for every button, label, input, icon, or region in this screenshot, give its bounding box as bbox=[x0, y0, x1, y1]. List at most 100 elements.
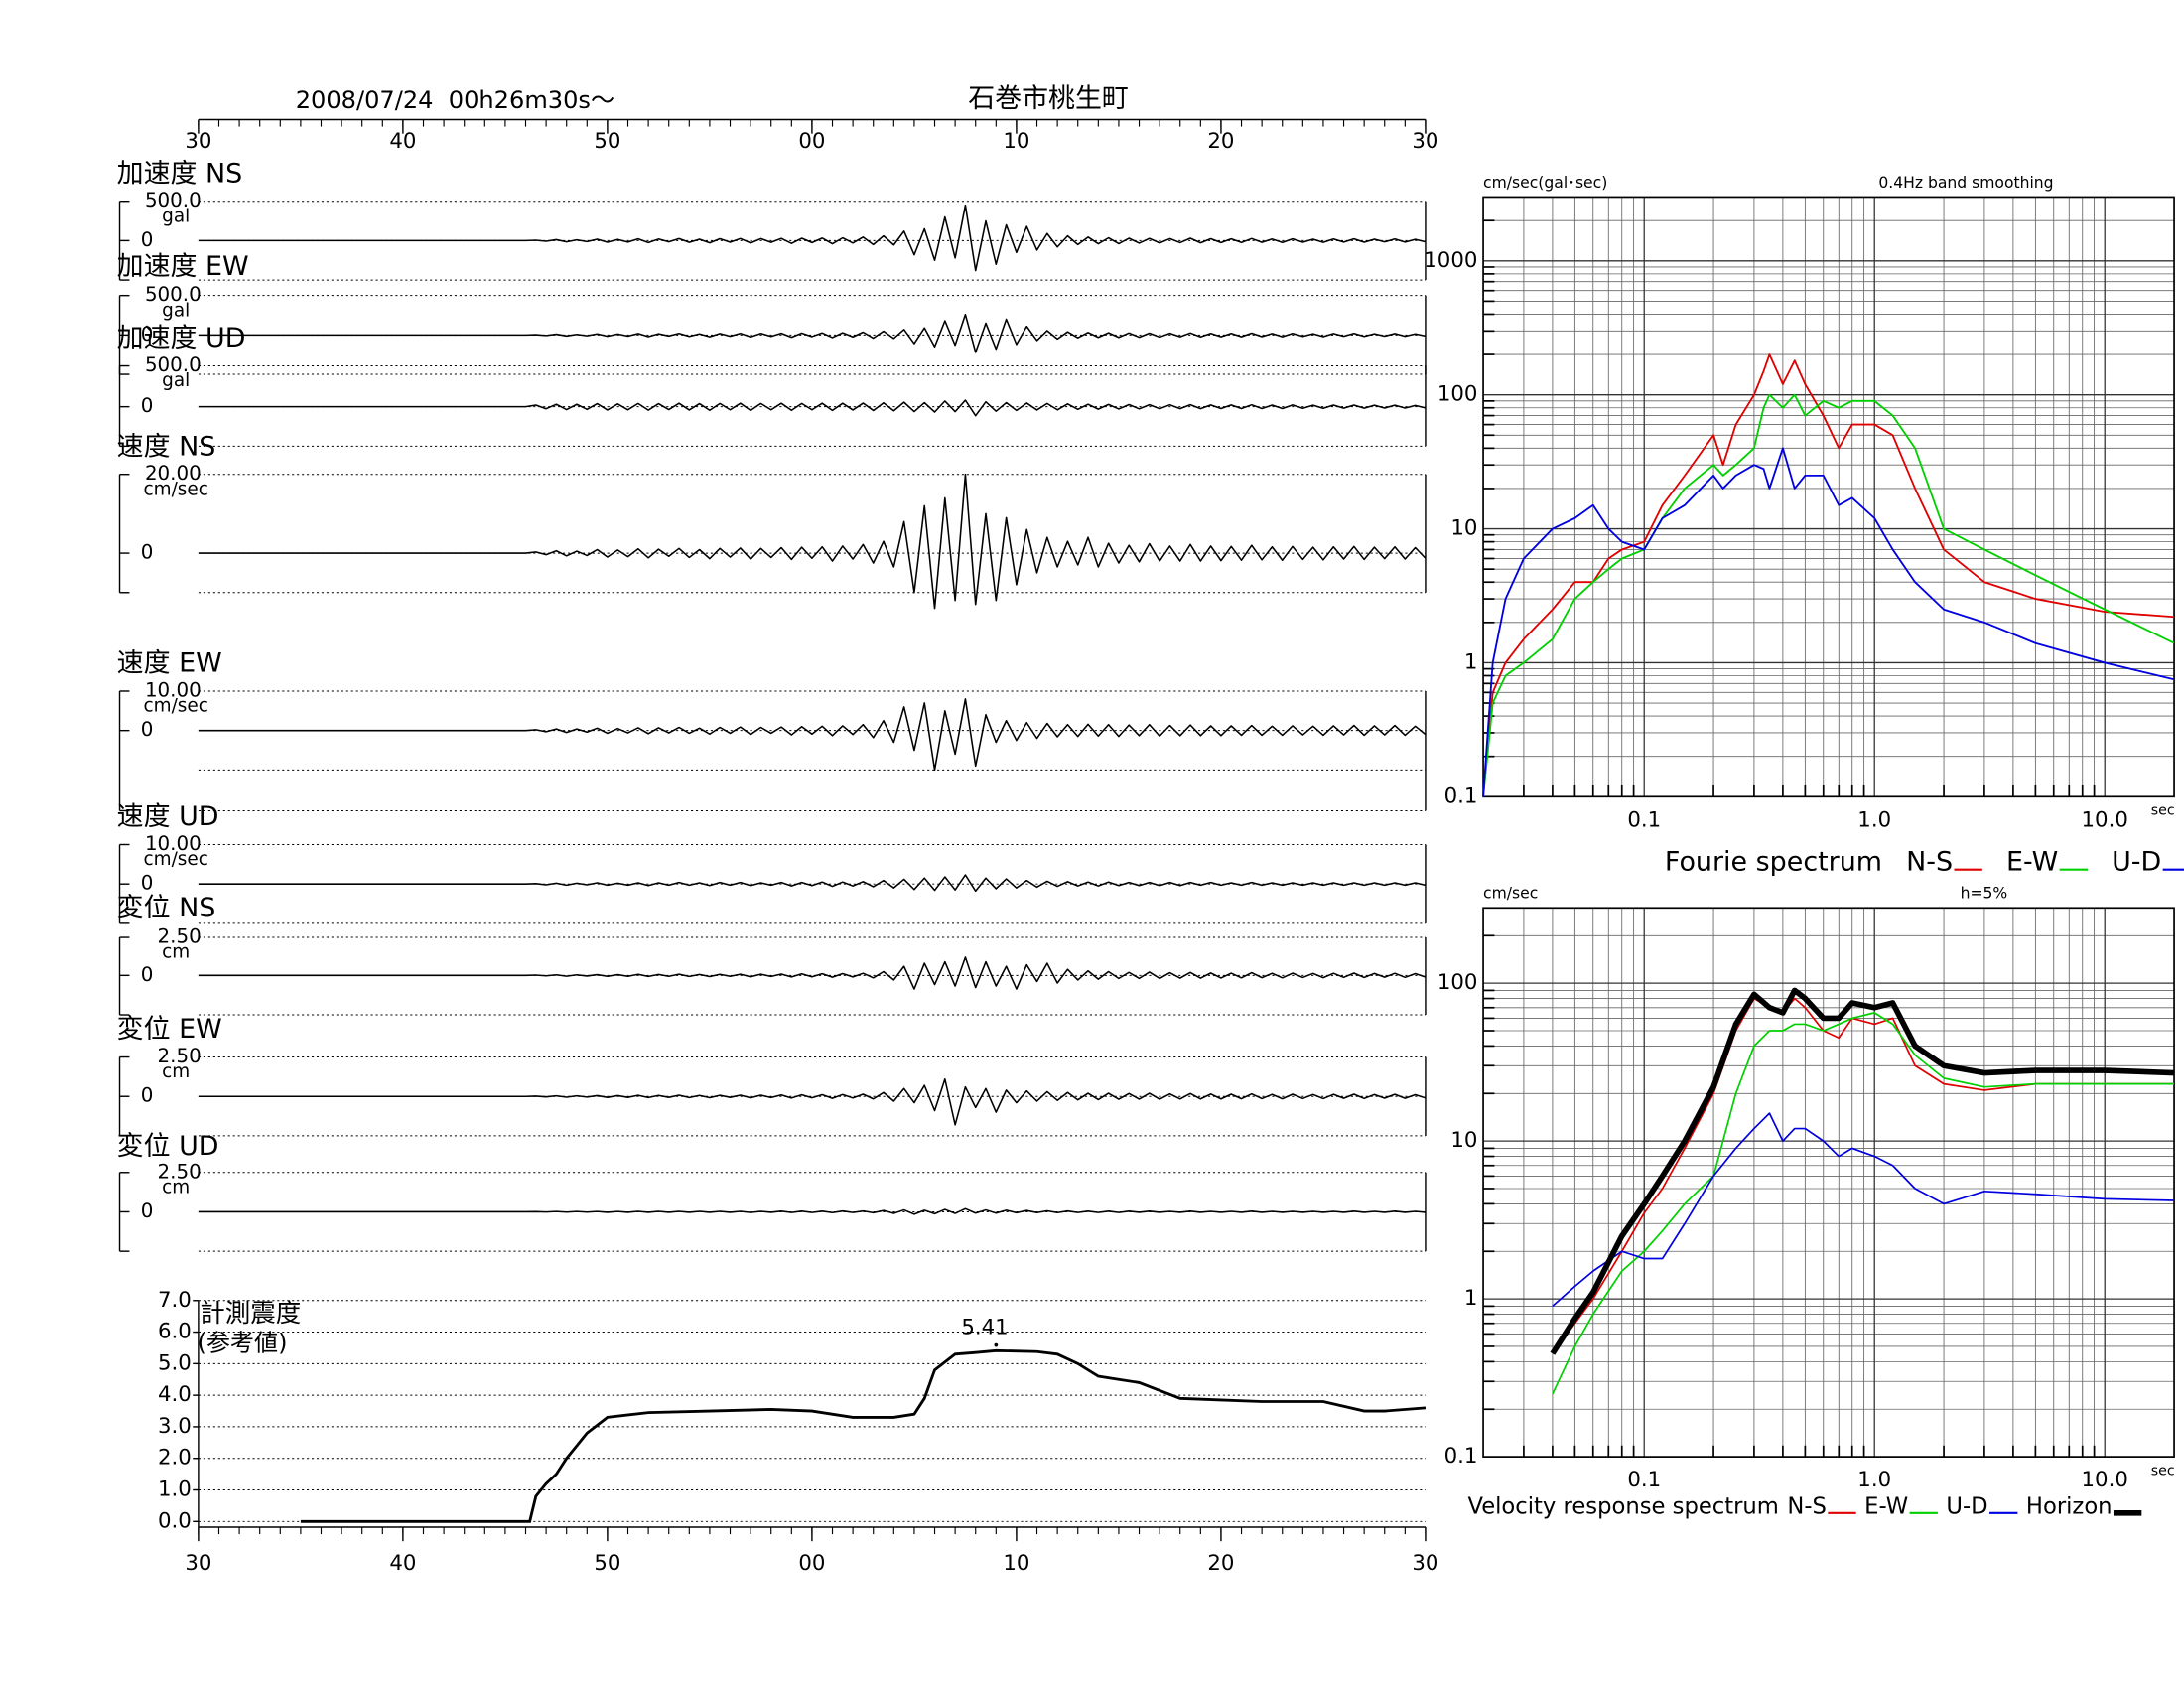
trace-unit: cm bbox=[162, 942, 190, 963]
trace-name: 変位 UD bbox=[117, 1131, 219, 1162]
waveform bbox=[198, 698, 1427, 772]
x-tick-label: 30 bbox=[1412, 129, 1438, 154]
legend-label: U-D bbox=[1946, 1494, 1987, 1520]
waveform bbox=[198, 956, 1427, 990]
spectrum-line bbox=[1550, 987, 2175, 1355]
spectrum-line bbox=[1552, 997, 2175, 1354]
y-tick-label: 20.00 bbox=[145, 462, 202, 485]
trace-unit: gal bbox=[162, 300, 190, 321]
intensity-line bbox=[300, 1348, 1427, 1523]
legend-label: U-D bbox=[2112, 846, 2161, 877]
chart-subtitle: h=5% bbox=[1961, 885, 2008, 903]
x-tick-label: 00 bbox=[798, 129, 825, 154]
y-tick-label: 100 bbox=[1437, 970, 1478, 995]
x-tick-label: 30 bbox=[185, 1551, 211, 1576]
x-tick-label: 40 bbox=[389, 1551, 416, 1576]
legend-title: Fourie spectrum bbox=[1665, 846, 1882, 877]
peak-marker bbox=[994, 1342, 999, 1347]
y-tick-label: 500.0 bbox=[145, 283, 202, 306]
spectrum-line bbox=[1552, 1012, 2175, 1395]
x-axis-unit: sec bbox=[2151, 1463, 2175, 1478]
y-tick-label: 4.0 bbox=[158, 1382, 192, 1407]
waveform bbox=[198, 313, 1427, 353]
x-tick-label: 20 bbox=[1207, 129, 1234, 154]
y-tick-label: 1.0 bbox=[158, 1477, 192, 1502]
trace-name: 変位 NS bbox=[117, 893, 216, 923]
spectrum-line bbox=[1552, 1112, 2175, 1308]
x-tick-label: 00 bbox=[798, 1551, 825, 1576]
y-tick-label: 7.0 bbox=[158, 1288, 192, 1313]
spectrum-line bbox=[1482, 447, 2175, 797]
y-tick-label: 10 bbox=[1450, 1128, 1477, 1153]
trace-unit: cm/sec bbox=[144, 479, 208, 499]
x-tick-label: 40 bbox=[389, 129, 416, 154]
y-tick-label: 0 bbox=[141, 963, 154, 986]
x-tick-label: 10.0 bbox=[2082, 1468, 2128, 1492]
x-tick-label: 0.1 bbox=[1627, 1468, 1661, 1492]
y-tick-label: 0.0 bbox=[158, 1508, 192, 1533]
trace-unit: cm bbox=[162, 1177, 190, 1197]
waveform bbox=[198, 1077, 1427, 1126]
y-tick-label: 0 bbox=[141, 1199, 154, 1222]
x-tick-label: 10 bbox=[1003, 1551, 1029, 1576]
trace-name: 変位 EW bbox=[117, 1014, 222, 1045]
y-tick-label: 6.0 bbox=[158, 1320, 192, 1344]
y-tick-label: 0 bbox=[141, 718, 154, 741]
y-tick-label: 0.1 bbox=[1444, 783, 1478, 808]
trace-unit: gal bbox=[162, 370, 190, 391]
legend-label: Horizon bbox=[2026, 1494, 2113, 1520]
x-tick-label: 10 bbox=[1003, 129, 1029, 154]
x-tick-label: 30 bbox=[185, 129, 211, 154]
y-tick-label: 0 bbox=[141, 323, 154, 346]
y-tick-label: 0 bbox=[141, 394, 154, 417]
y-tick-label: 0 bbox=[141, 541, 154, 564]
intensity-title: 計測震度 bbox=[200, 1299, 301, 1329]
x-tick-label: 1.0 bbox=[1857, 1468, 1891, 1492]
intensity-subtitle: (参考値) bbox=[197, 1330, 287, 1357]
x-axis-unit: sec bbox=[2151, 802, 2175, 818]
x-tick-label: 50 bbox=[594, 129, 620, 154]
y-tick-label: 0 bbox=[141, 1084, 154, 1107]
trace-name: 加速度 UD bbox=[117, 323, 246, 353]
x-tick-label: 1.0 bbox=[1857, 807, 1891, 832]
y-tick-label: 1 bbox=[1464, 649, 1478, 674]
plot-frame bbox=[1482, 907, 2175, 1458]
waveform bbox=[198, 399, 1427, 417]
chart-subtitle: 0.4Hz band smoothing bbox=[1878, 174, 2053, 192]
trace-unit: gal bbox=[162, 206, 190, 226]
y-axis-label: cm/sec(gal･sec) bbox=[1483, 174, 1607, 192]
trace-name: 速度 NS bbox=[117, 431, 216, 462]
plot-frame bbox=[1482, 196, 2175, 798]
spectrum-line bbox=[1482, 393, 2175, 797]
chart-title: 2008/07/24 00h26m30s〜 bbox=[296, 86, 614, 114]
y-tick-label: 2.0 bbox=[158, 1446, 192, 1471]
spectrum-line bbox=[1482, 353, 2175, 797]
trace-name: 加速度 EW bbox=[117, 251, 249, 282]
legend-label: N-S bbox=[1787, 1494, 1827, 1520]
y-tick-label: 1000 bbox=[1424, 248, 1477, 273]
x-tick-label: 50 bbox=[594, 1551, 620, 1576]
y-tick-label: 500.0 bbox=[145, 353, 202, 376]
y-axis-label: cm/sec bbox=[1483, 885, 1538, 903]
y-tick-label: 0 bbox=[141, 872, 154, 895]
y-tick-label: 10.00 bbox=[145, 832, 202, 855]
y-tick-label: 3.0 bbox=[158, 1414, 192, 1439]
trace-unit: cm/sec bbox=[144, 696, 208, 717]
waveform bbox=[198, 1207, 1427, 1215]
legend-label: E-W bbox=[2006, 846, 2058, 877]
y-tick-label: 10.00 bbox=[145, 678, 202, 701]
waveform bbox=[198, 204, 1427, 272]
y-tick-label: 2.50 bbox=[158, 925, 202, 948]
trace-name: 加速度 NS bbox=[117, 158, 243, 189]
x-tick-label: 20 bbox=[1207, 1551, 1234, 1576]
y-tick-label: 10 bbox=[1450, 516, 1477, 541]
trace-name: 速度 UD bbox=[117, 801, 219, 832]
y-tick-label: 500.0 bbox=[145, 189, 202, 211]
x-tick-label: 0.1 bbox=[1627, 807, 1661, 832]
y-tick-label: 1 bbox=[1464, 1286, 1478, 1311]
y-tick-label: 0 bbox=[141, 228, 154, 251]
peak-label: 5.41 bbox=[961, 1316, 1008, 1340]
legend-label: N-S bbox=[1906, 846, 1953, 877]
